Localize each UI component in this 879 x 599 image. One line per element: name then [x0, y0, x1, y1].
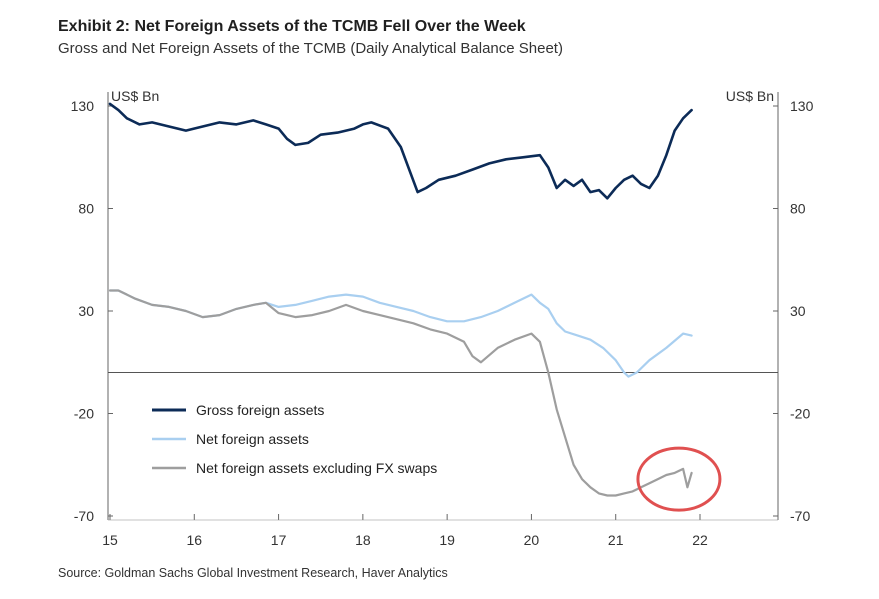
- x-tick-label: 17: [271, 532, 287, 548]
- y-tick-label-right: 30: [790, 303, 806, 319]
- series-line-0: [108, 102, 693, 200]
- y-tick-label-left: -70: [74, 508, 94, 524]
- x-tick-label: 22: [692, 532, 708, 548]
- chart-title: Exhibit 2: Net Foreign Assets of the TCM…: [58, 18, 526, 35]
- y-tick-label-left: 30: [78, 303, 94, 319]
- y-tick-label-left: 130: [71, 98, 95, 114]
- highlight-ellipse: [636, 446, 722, 512]
- y-axis-unit-left: US$ Bn: [111, 88, 159, 104]
- x-tick-label: 15: [102, 532, 118, 548]
- series-line-1: [108, 289, 693, 378]
- source-note: Source: Goldman Sachs Global Investment …: [58, 566, 448, 580]
- x-tick-label: 20: [524, 532, 540, 548]
- y-tick-label-left: 80: [78, 201, 94, 217]
- series-line-2: [108, 289, 693, 497]
- legend-label-2: Net foreign assets excluding FX swaps: [196, 460, 437, 476]
- chart-subtitle: Gross and Net Foreign Assets of the TCMB…: [58, 40, 563, 57]
- x-tick-label: 18: [355, 532, 371, 548]
- y-tick-label-right: 130: [790, 98, 814, 114]
- y-tick-label-right: -70: [790, 508, 810, 524]
- x-tick-label: 21: [608, 532, 624, 548]
- legend-label-1: Net foreign assets: [196, 431, 309, 447]
- y-tick-label-right: -20: [790, 406, 810, 422]
- legend-label-0: Gross foreign assets: [196, 402, 324, 418]
- x-tick-label: 19: [439, 532, 455, 548]
- chart-legend: Gross foreign assets Net foreign assets Ne…: [152, 402, 437, 476]
- y-tick-label-right: 80: [790, 201, 806, 217]
- y-axis-unit-right: US$ Bn: [726, 88, 774, 104]
- y-tick-label-left: -20: [74, 406, 94, 422]
- plot-area: [108, 102, 722, 512]
- chart-axes: 130 130 80 80 30 30 -20 -20 -70 -70 15 16 17 18 19 20 21…: [71, 92, 814, 548]
- x-tick-label: 16: [186, 532, 202, 548]
